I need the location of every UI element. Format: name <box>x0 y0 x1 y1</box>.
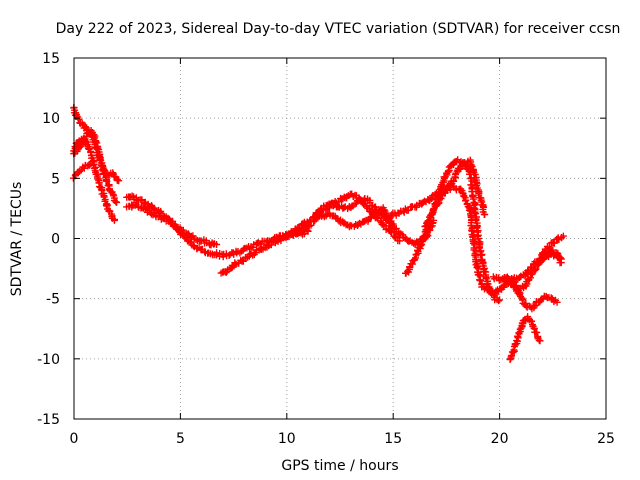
data-point <box>100 165 108 173</box>
series-arc-4 <box>69 160 95 182</box>
data-points <box>69 104 567 363</box>
grid-lines <box>74 58 606 419</box>
data-point <box>496 296 504 304</box>
y-tick-label: -10 <box>37 352 60 368</box>
data-point <box>192 236 200 243</box>
data-point <box>482 274 490 282</box>
data-point <box>389 220 397 228</box>
y-tick-labels: -15 -10 -5 0 5 10 15 <box>37 51 60 428</box>
data-point <box>536 337 544 345</box>
data-point <box>92 138 100 146</box>
data-point <box>110 216 118 224</box>
y-tick-label: 10 <box>42 111 60 127</box>
data-point <box>396 237 404 245</box>
chart-title: Day 222 of 2023, Sidereal Day-to-day VTE… <box>56 21 621 37</box>
series-arc-16 <box>533 250 565 266</box>
data-point <box>511 278 519 286</box>
data-point <box>429 208 437 216</box>
data-point <box>86 161 94 169</box>
series-arc-6 <box>123 201 221 249</box>
y-tick-label: 15 <box>42 51 60 67</box>
data-point <box>78 141 86 149</box>
data-point <box>471 209 479 217</box>
x-tick-label: 0 <box>70 431 79 447</box>
x-axis-label: GPS time / hours <box>281 458 398 474</box>
data-point <box>411 256 419 263</box>
y-tick-label: 5 <box>51 171 60 187</box>
data-point <box>424 217 432 225</box>
data-point <box>113 198 121 206</box>
plot-frame <box>73 57 607 420</box>
series-arc-13 <box>506 313 544 363</box>
x-tick-label: 10 <box>278 431 296 447</box>
data-point <box>189 232 197 240</box>
data-point <box>475 271 483 279</box>
data-point <box>515 274 523 281</box>
data-point <box>190 242 197 250</box>
data-point <box>477 277 484 285</box>
data-point <box>131 201 139 209</box>
x-tick-label: 20 <box>491 431 509 447</box>
x-tick-label: 15 <box>384 431 402 447</box>
data-point <box>387 228 394 235</box>
y-axis-label: SDTVAR / TECUs <box>9 182 25 297</box>
series-arc-5 <box>123 192 312 261</box>
data-point <box>128 192 136 200</box>
data-point <box>90 131 98 139</box>
x-tick-labels: 0 5 10 15 20 25 <box>70 431 615 447</box>
y-tick-label: -15 <box>37 412 60 428</box>
data-point <box>495 297 502 305</box>
data-point <box>481 210 489 218</box>
series-arc-9 <box>311 195 397 228</box>
data-point <box>460 192 468 200</box>
data-point <box>533 328 541 336</box>
data-point <box>228 263 236 271</box>
data-point <box>340 204 348 212</box>
x-tick-label: 5 <box>176 431 185 447</box>
data-point <box>553 298 561 306</box>
series-arc-12 <box>421 156 489 230</box>
series-arc-3 <box>70 127 123 185</box>
y-tick-label: -5 <box>46 292 60 308</box>
x-tick-label: 25 <box>597 431 615 447</box>
data-point <box>484 280 492 288</box>
data-point <box>462 196 470 204</box>
data-point <box>528 317 536 325</box>
data-point <box>557 254 564 262</box>
data-point <box>74 115 82 123</box>
data-point <box>559 232 567 240</box>
data-point <box>213 241 221 248</box>
data-point <box>550 239 558 247</box>
series-arc-1 <box>70 104 121 206</box>
data-point <box>87 160 95 168</box>
data-point <box>557 255 565 263</box>
data-point <box>115 177 123 185</box>
data-point <box>515 329 523 337</box>
y-tick-label: 0 <box>51 232 60 248</box>
data-point <box>532 265 540 273</box>
